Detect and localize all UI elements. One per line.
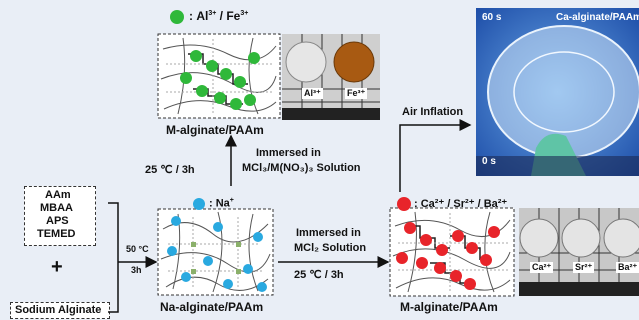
immersed-right-line2: MCl₂ Solution xyxy=(294,242,367,254)
right-network xyxy=(389,207,515,297)
photo-bottom xyxy=(519,208,639,296)
inflation-time-top: 60 s xyxy=(482,12,502,23)
immersed-up-line1: Immersed in xyxy=(256,147,321,159)
na-ions xyxy=(167,216,267,292)
reagents-box: AAm MBAA APS TEMED xyxy=(24,186,96,246)
right-legend-ions: Ca²⁺ / Sr²⁺ / Ba²⁺ xyxy=(420,198,508,210)
top-legend: : Al3+ / Fe3+ xyxy=(189,9,249,23)
photo-label-ba: Ba²⁺ xyxy=(616,262,639,273)
right-legend: : Ca²⁺ / Sr²⁺ / Ba²⁺ xyxy=(414,198,508,210)
reagent-mbaa: MBAA xyxy=(40,202,73,214)
photo-label-ca: Ca²⁺ xyxy=(530,262,554,273)
na-charge: + xyxy=(229,197,234,204)
top-network xyxy=(157,33,281,119)
legend-sep: / xyxy=(216,9,227,23)
air-inflation-label: Air Inflation xyxy=(402,106,464,118)
fe-charge: 3+ xyxy=(240,10,249,17)
step1-temp: 50 °C xyxy=(126,244,149,254)
legend-red-dot xyxy=(397,197,411,211)
immersed-right-line1: Immersed in xyxy=(296,227,361,239)
legend-cyan-dot xyxy=(193,198,205,210)
legend-green-dot xyxy=(170,10,184,24)
reagent-aps: APS xyxy=(46,215,69,227)
na-legend: : Na+ xyxy=(209,197,234,210)
arrow-air xyxy=(399,119,472,192)
photo-label-fe: Fe³⁺ xyxy=(345,88,368,99)
right-label: M-alginate/PAAm xyxy=(400,300,498,314)
ca-sr-ba-ions xyxy=(396,222,500,290)
bracket xyxy=(108,202,119,313)
inflation-time-bottom: 0 s xyxy=(482,156,496,167)
al-charge: 3+ xyxy=(208,10,217,17)
na-network xyxy=(157,208,274,296)
step1-time: 3h xyxy=(131,265,142,275)
na-label: Na-alginate/PAAm xyxy=(160,300,264,314)
immersed-up-cond: 25 ℃ / 3h xyxy=(145,164,195,176)
immersed-up-line2: MCl₃/M(NO₃)₃ Solution xyxy=(242,162,361,174)
plus-sign: + xyxy=(51,256,63,278)
sodium-alginate-label: Sodium Alginate xyxy=(15,304,102,316)
reagent-temed: TEMED xyxy=(37,228,76,240)
na-ion: Na xyxy=(215,197,230,210)
immersed-right-cond: 25 ℃ / 3h xyxy=(294,269,344,281)
top-label: M-alginate/PAAm xyxy=(166,123,264,137)
fe-ion: Fe xyxy=(226,9,241,23)
sodium-alginate-box: Sodium Alginate xyxy=(10,302,110,319)
photo-top xyxy=(282,34,380,120)
al-fe-ions xyxy=(180,50,260,110)
reagent-aam: AAm xyxy=(45,189,71,201)
photo-inflation xyxy=(476,8,639,176)
photo-label-al: Al³⁺ xyxy=(302,88,323,99)
inflation-title: Ca-alginate/PAAm xyxy=(556,12,639,23)
al-ion: Al xyxy=(196,9,209,23)
photo-label-sr: Sr²⁺ xyxy=(573,262,595,273)
